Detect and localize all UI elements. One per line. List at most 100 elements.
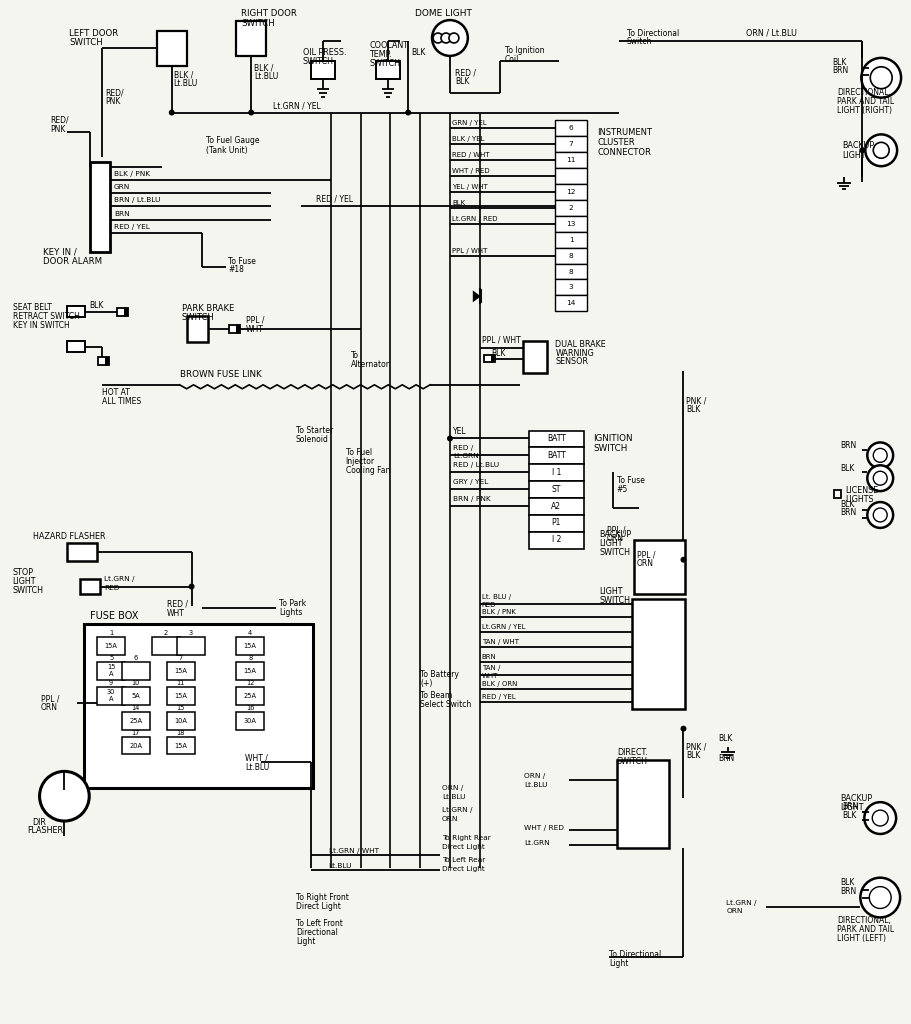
Bar bbox=[106, 357, 109, 365]
Bar bbox=[376, 60, 400, 79]
Bar bbox=[84, 625, 312, 788]
Text: LIGHT: LIGHT bbox=[841, 803, 864, 812]
Circle shape bbox=[874, 508, 887, 522]
Text: ORN /: ORN / bbox=[525, 773, 546, 779]
Text: RETRACT SWITCH: RETRACT SWITCH bbox=[13, 311, 79, 321]
Bar bbox=[67, 341, 86, 352]
Text: 14: 14 bbox=[567, 300, 576, 306]
Circle shape bbox=[441, 33, 451, 43]
Text: ORN: ORN bbox=[442, 816, 458, 822]
Bar bbox=[125, 308, 128, 316]
Text: ST: ST bbox=[551, 484, 561, 494]
Text: 5: 5 bbox=[109, 655, 113, 662]
Bar bbox=[97, 663, 125, 680]
Bar bbox=[236, 663, 264, 680]
Text: 4: 4 bbox=[248, 630, 252, 636]
Text: To Left Rear: To Left Rear bbox=[442, 857, 486, 863]
Bar bbox=[67, 306, 86, 317]
Bar bbox=[556, 153, 587, 168]
Text: BRN: BRN bbox=[841, 441, 856, 450]
Bar bbox=[90, 162, 110, 252]
Text: Lt.BLU: Lt.BLU bbox=[254, 73, 279, 81]
Text: WHT / RED: WHT / RED bbox=[525, 825, 564, 831]
Text: Directional: Directional bbox=[296, 928, 338, 937]
Text: BATT: BATT bbox=[547, 451, 566, 460]
Text: 17: 17 bbox=[132, 730, 140, 735]
Bar bbox=[529, 498, 584, 515]
Text: LICENSE: LICENSE bbox=[845, 485, 879, 495]
Text: RED/: RED/ bbox=[105, 88, 124, 97]
Text: SWITCH: SWITCH bbox=[370, 59, 401, 69]
Text: 8: 8 bbox=[248, 655, 252, 662]
Circle shape bbox=[449, 33, 459, 43]
Text: 15A: 15A bbox=[105, 643, 118, 649]
Circle shape bbox=[865, 802, 896, 834]
Circle shape bbox=[169, 110, 175, 116]
Text: BATT: BATT bbox=[547, 434, 566, 443]
Text: ORN: ORN bbox=[726, 908, 742, 914]
Text: KEY IN /: KEY IN / bbox=[43, 247, 77, 256]
Bar bbox=[632, 599, 685, 709]
Text: BLK: BLK bbox=[411, 48, 425, 57]
Circle shape bbox=[867, 465, 893, 492]
Circle shape bbox=[681, 562, 687, 567]
Bar bbox=[556, 280, 587, 295]
Bar bbox=[524, 341, 548, 373]
Circle shape bbox=[861, 58, 901, 97]
Text: RED: RED bbox=[104, 585, 119, 591]
Text: To: To bbox=[351, 351, 359, 360]
Text: ORN / Lt.BLU: ORN / Lt.BLU bbox=[746, 29, 797, 38]
Bar bbox=[152, 637, 179, 655]
Text: WARNING: WARNING bbox=[556, 348, 594, 357]
Circle shape bbox=[248, 110, 254, 116]
Text: Lt.GRN: Lt.GRN bbox=[525, 840, 550, 846]
Text: PPL /: PPL / bbox=[40, 694, 59, 703]
Text: 30A: 30A bbox=[244, 718, 257, 724]
Text: WHT / RED: WHT / RED bbox=[452, 168, 489, 174]
Text: WHT: WHT bbox=[167, 609, 185, 617]
Text: PPL /: PPL / bbox=[246, 315, 265, 325]
Bar bbox=[117, 308, 125, 316]
Text: 8: 8 bbox=[568, 253, 574, 259]
Text: SWITCH: SWITCH bbox=[599, 548, 630, 557]
Circle shape bbox=[869, 887, 891, 908]
Circle shape bbox=[39, 771, 89, 821]
Text: SWITCH: SWITCH bbox=[302, 57, 333, 67]
Bar bbox=[122, 712, 149, 730]
Text: SWITCH: SWITCH bbox=[617, 757, 648, 766]
Text: RIGHT DOOR: RIGHT DOOR bbox=[241, 8, 297, 17]
Text: RED /: RED / bbox=[453, 445, 473, 452]
Text: Lt.GRN / RED: Lt.GRN / RED bbox=[452, 216, 497, 222]
Text: Lt.BLU: Lt.BLU bbox=[245, 763, 270, 772]
Bar bbox=[167, 687, 195, 705]
Text: BLK: BLK bbox=[833, 58, 847, 68]
Text: LEFT DOOR: LEFT DOOR bbox=[69, 29, 118, 38]
Text: 25A: 25A bbox=[129, 718, 142, 724]
Text: TAN /: TAN / bbox=[482, 665, 500, 671]
Text: Coil: Coil bbox=[505, 55, 519, 65]
Text: 15A: 15A bbox=[244, 668, 257, 674]
Text: WHT: WHT bbox=[482, 673, 498, 679]
Text: BLK: BLK bbox=[841, 500, 855, 509]
Text: 15A: 15A bbox=[174, 693, 187, 698]
Bar bbox=[634, 540, 685, 595]
Bar bbox=[236, 22, 266, 56]
Text: PPL / WHT: PPL / WHT bbox=[452, 248, 487, 254]
Text: IGNITION: IGNITION bbox=[593, 434, 632, 443]
Text: FLASHER: FLASHER bbox=[27, 826, 64, 836]
Text: Solenoid: Solenoid bbox=[296, 435, 329, 444]
Text: 15: 15 bbox=[177, 705, 185, 711]
Bar bbox=[311, 60, 334, 79]
Text: To Directional: To Directional bbox=[627, 29, 679, 38]
Text: BRN / Lt.BLU: BRN / Lt.BLU bbox=[114, 197, 160, 203]
Circle shape bbox=[432, 20, 468, 56]
Text: 15A: 15A bbox=[174, 742, 187, 749]
Text: SWITCH: SWITCH bbox=[13, 586, 44, 595]
Text: Lt.GRN /: Lt.GRN / bbox=[442, 807, 473, 813]
Text: I 1: I 1 bbox=[551, 468, 561, 477]
Bar bbox=[556, 168, 587, 184]
Text: BLK: BLK bbox=[452, 200, 465, 206]
Bar bbox=[97, 637, 125, 655]
Text: Lt.BLU: Lt.BLU bbox=[442, 795, 466, 800]
Text: CONNECTOR: CONNECTOR bbox=[597, 147, 650, 157]
